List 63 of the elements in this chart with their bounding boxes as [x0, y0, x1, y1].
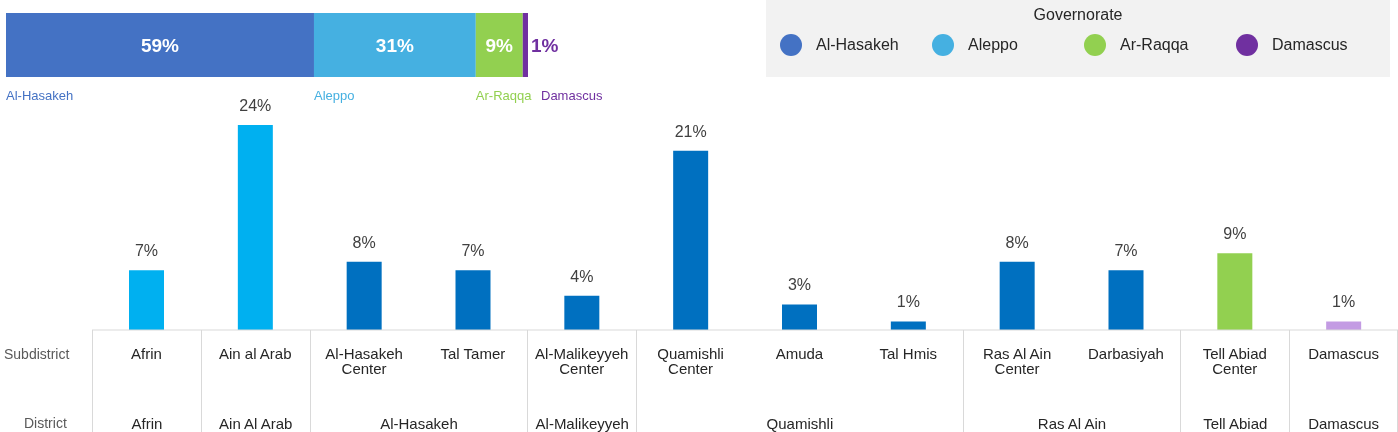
data-label: 3%: [787, 276, 812, 294]
legend-label: Aleppo: [968, 36, 1018, 54]
legend-title: Governorate: [1032, 6, 1124, 24]
bar: [1217, 253, 1253, 330]
x-tick-label: Tal Hmis: [879, 344, 938, 362]
text: Afrin: [130, 415, 164, 432]
text: Quamishli: [765, 415, 835, 432]
text: Aleppo: [313, 88, 355, 103]
data-label: 31%: [375, 35, 415, 56]
legend-label: Al-Hasakeh: [816, 36, 899, 54]
text: Al-Malikeyyeh: [534, 415, 630, 432]
text: Ras Al Ain: [1036, 415, 1108, 432]
data-label: 1%: [896, 293, 920, 311]
x-tick-label: Al-Malikeyyeh Center: [535, 344, 629, 377]
x-tick-label: Amuda: [775, 344, 824, 362]
data-label: 7%: [461, 242, 485, 260]
text: Al-Hasakeh: [379, 415, 459, 432]
data-label: 4%: [570, 267, 594, 285]
bar: [475, 13, 523, 77]
bar: [522, 13, 528, 77]
data-label: 1%: [531, 35, 559, 56]
x-tick-label: Afrin: [130, 344, 162, 362]
x-tick-label: Tell Abiad Center: [1202, 344, 1267, 377]
data-label: 1%: [1332, 293, 1356, 311]
bar: [237, 125, 273, 330]
text: Damascus: [1307, 415, 1380, 432]
bar: [6, 13, 314, 77]
bar: [890, 321, 926, 330]
bar: [564, 295, 600, 330]
legend-label: Ar-Raqqa: [1120, 36, 1189, 54]
x-tick-label: Ain al Arab: [218, 344, 292, 362]
data-label: 7%: [134, 242, 159, 260]
text: Ar-Raqqa: [475, 88, 532, 103]
bar: [782, 304, 817, 330]
text: Subdistrict: [4, 346, 70, 362]
x-tick-label: Darbasiyah: [1087, 344, 1164, 362]
bar: [313, 13, 476, 77]
bar: [1108, 270, 1144, 330]
data-label: 8%: [1005, 233, 1029, 251]
x-tick-label: Al-Hasakeh Center: [325, 344, 403, 377]
data-label: 9%: [485, 35, 514, 56]
text: District: [24, 415, 67, 431]
text: Ain Al Arab: [218, 415, 294, 432]
text: Tell Abiad: [1202, 415, 1269, 432]
data-label: 24%: [239, 97, 272, 114]
x-tick-label: Quamishli Center: [657, 344, 724, 377]
bar: [455, 270, 491, 330]
bar: [1326, 321, 1362, 330]
data-label: 8%: [352, 233, 376, 251]
bar: [129, 270, 164, 330]
bar: [346, 261, 382, 330]
text: Damascus: [541, 88, 603, 103]
data-label: 59%: [140, 35, 180, 56]
x-tick-label: Damascus: [1308, 344, 1380, 362]
data-label: 7%: [1114, 242, 1138, 260]
text: Al-Hasakeh: [6, 88, 74, 103]
bar: [999, 261, 1035, 330]
legend-label: Damascus: [1272, 36, 1348, 54]
x-tick-label: Tal Tamer: [440, 344, 506, 362]
data-label: 9%: [1223, 225, 1247, 243]
x-tick-label: Ras Al Ain Center: [982, 344, 1052, 377]
bar: [673, 150, 709, 330]
data-label: 21%: [674, 122, 707, 140]
